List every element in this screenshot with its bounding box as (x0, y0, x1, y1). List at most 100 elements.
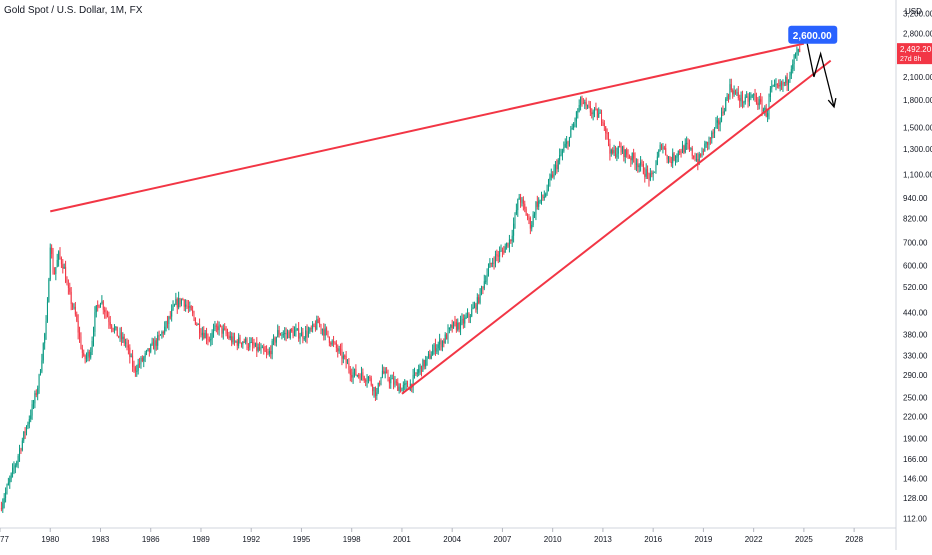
candle-body (525, 208, 527, 216)
candle-body (120, 332, 122, 340)
candle-body (546, 189, 548, 194)
candle-body (708, 138, 710, 145)
x-tick-label: 1989 (192, 535, 210, 544)
candle-body (372, 385, 374, 392)
candle-body (288, 332, 290, 339)
candle-body (285, 333, 287, 335)
candle-body (10, 473, 12, 479)
candle-body (460, 320, 462, 330)
candle-body (661, 145, 663, 149)
candle-body (750, 96, 752, 98)
candle-body (253, 345, 255, 347)
candle-body (753, 94, 755, 96)
candle-body (321, 329, 323, 331)
candle-body (697, 158, 699, 164)
y-tick-label: 250.00 (903, 393, 928, 402)
candle-body (254, 342, 256, 347)
candle-body (614, 149, 616, 158)
candle-body (166, 321, 168, 324)
candle-body (282, 333, 284, 335)
time-axis[interactable]: 1977 1980 1983 1986 1989 1992 1995 1998 2001 2004… (0, 528, 864, 544)
candle-body (514, 213, 516, 224)
candle-body (676, 156, 678, 158)
candle-body (337, 348, 339, 352)
candle-body (386, 371, 388, 373)
candle-body (102, 301, 104, 310)
candle-body (363, 376, 365, 381)
candle-body (377, 382, 379, 393)
candle-body (292, 330, 294, 337)
candle-body (162, 331, 164, 334)
candle-body (511, 235, 513, 242)
chart-title: Gold Spot / U.S. Dollar, 1M, FX (4, 5, 143, 16)
candle-body (380, 377, 382, 385)
candle-body (545, 193, 547, 197)
candle-body (261, 347, 263, 349)
candle-body (183, 299, 185, 307)
candle-body (529, 217, 531, 229)
candle-body (23, 431, 25, 441)
candle-body (310, 328, 312, 330)
y-tick-label: 112.00 (903, 514, 927, 523)
candle-body (175, 299, 177, 305)
candle-body (684, 143, 686, 153)
candle-body (605, 126, 607, 134)
candle-body (492, 262, 494, 264)
candle-body (17, 455, 19, 462)
candle-body (395, 381, 397, 383)
candle-body (6, 485, 8, 492)
x-tick-label: 2022 (745, 535, 763, 544)
target-label: 2,600.00 (793, 31, 832, 42)
candle-body (797, 48, 799, 52)
candle-body (153, 342, 155, 350)
candle-body (31, 404, 33, 416)
candle-body (151, 342, 153, 345)
candle-body (104, 309, 106, 312)
candle-body (278, 330, 280, 335)
candle-body (560, 154, 562, 156)
y-tick-label: 128.00 (903, 494, 928, 503)
candle-body (518, 197, 520, 200)
candle-body (465, 316, 467, 318)
candle-body (390, 379, 392, 384)
candle-body (298, 328, 300, 339)
candle-body (362, 372, 364, 377)
candle-body (624, 149, 626, 158)
candle-body (306, 330, 308, 337)
candle-body (606, 133, 608, 135)
candle-body (353, 368, 355, 373)
candle-body (450, 324, 452, 328)
candle-body (468, 313, 470, 318)
last-price-label: 2,492.20 (900, 45, 932, 54)
candle-body (416, 372, 418, 374)
candle-body (687, 142, 689, 145)
candle-body (524, 203, 526, 209)
candle-body (208, 339, 210, 341)
candle-body (472, 307, 474, 310)
x-tick-label: 2001 (393, 535, 411, 544)
candle-body (62, 264, 64, 269)
candle-body (109, 322, 111, 326)
candle-body (479, 288, 481, 303)
candle-body (775, 84, 777, 86)
candle-body (433, 344, 435, 351)
candle-body (70, 291, 72, 305)
candle-body (451, 324, 453, 329)
candle-body (729, 84, 731, 97)
candle-body (176, 299, 178, 308)
candle-body (275, 336, 277, 343)
candle-body (173, 304, 175, 306)
candle-body (767, 113, 769, 117)
candle-body (299, 336, 301, 339)
candle-body (249, 342, 251, 348)
candle-body (267, 352, 269, 354)
candle-body (686, 142, 688, 144)
candle-body (356, 375, 358, 377)
candle-body (556, 164, 558, 170)
candle-body (757, 102, 759, 106)
candle-body (782, 82, 784, 86)
candle-body (226, 333, 228, 336)
candle-body (571, 127, 573, 130)
